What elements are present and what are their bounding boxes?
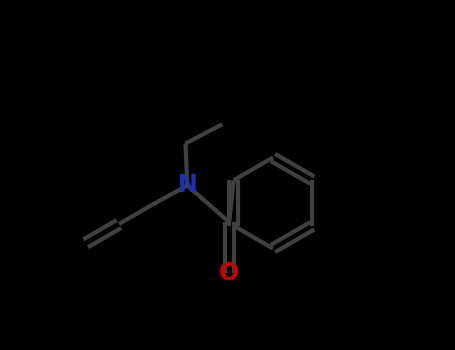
Text: O: O [219, 261, 239, 285]
Text: N: N [177, 174, 197, 197]
